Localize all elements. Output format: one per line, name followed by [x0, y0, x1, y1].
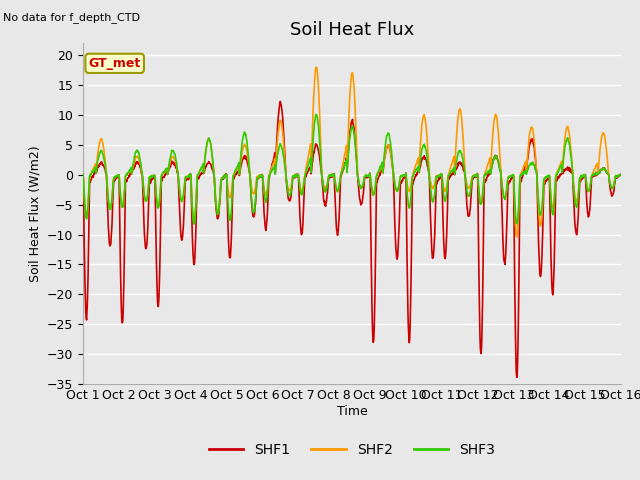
SHF2 [436, 173, 444, 179]
X-axis label: Time: Time [337, 405, 367, 418]
SHF1 [79, 171, 87, 177]
SHF3 [312, 112, 320, 118]
SHF2 [259, 176, 267, 182]
SHF3 [436, 173, 444, 179]
SHF2 [513, 234, 521, 240]
SHF2 [186, 172, 193, 178]
SHF1 [436, 176, 444, 182]
SHF2 [79, 172, 87, 178]
SHF1 [554, 174, 561, 180]
SHF3 [190, 221, 198, 227]
SHF3 [617, 172, 625, 178]
Legend: SHF1, SHF2, SHF3: SHF1, SHF2, SHF3 [203, 437, 501, 462]
SHF1 [186, 173, 193, 179]
SHF1 [276, 99, 284, 105]
Title: Soil Heat Flux: Soil Heat Flux [290, 21, 414, 39]
SHF1 [617, 172, 625, 178]
SHF3 [186, 173, 193, 179]
SHF1 [259, 183, 267, 189]
Text: GT_met: GT_met [88, 57, 141, 70]
Text: No data for f_depth_CTD: No data for f_depth_CTD [3, 12, 140, 23]
SHF2 [506, 174, 514, 180]
SHF2 [199, 162, 207, 168]
SHF2 [554, 168, 561, 173]
SHF3 [259, 181, 267, 187]
SHF1 [513, 374, 521, 380]
SHF3 [79, 171, 87, 177]
Line: SHF1: SHF1 [83, 102, 621, 377]
SHF2 [312, 64, 320, 70]
SHF1 [199, 168, 207, 174]
SHF1 [506, 179, 514, 185]
Y-axis label: Soil Heat Flux (W/m2): Soil Heat Flux (W/m2) [29, 145, 42, 282]
SHF3 [199, 161, 207, 167]
Line: SHF3: SHF3 [83, 115, 621, 224]
Line: SHF2: SHF2 [83, 67, 621, 237]
SHF3 [506, 174, 514, 180]
SHF2 [617, 172, 625, 178]
SHF3 [554, 168, 561, 174]
